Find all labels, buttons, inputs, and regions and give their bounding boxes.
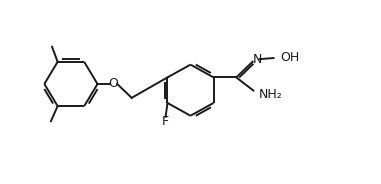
Text: F: F <box>162 115 169 128</box>
Text: O: O <box>109 77 118 91</box>
Text: N: N <box>253 53 262 66</box>
Text: OH: OH <box>280 51 299 64</box>
Text: NH₂: NH₂ <box>258 89 282 101</box>
